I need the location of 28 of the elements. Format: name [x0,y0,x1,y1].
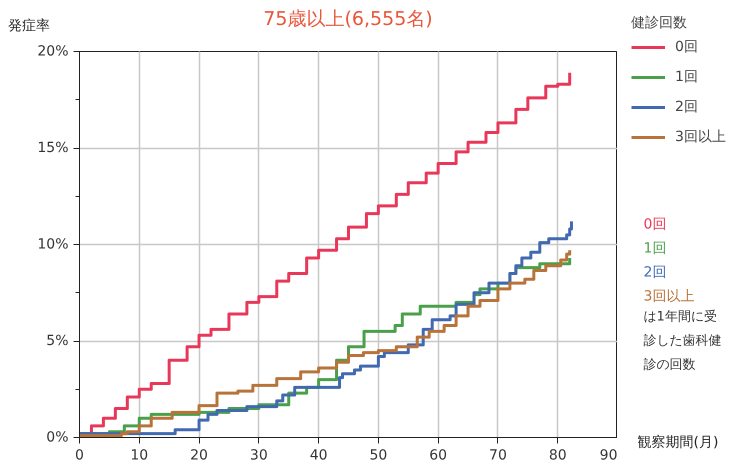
x-tick-label: 70 [489,448,507,464]
x-tick-label: 40 [310,448,328,464]
x-tick-label: 60 [429,448,448,464]
x-axis-title: 観察期間(月) [638,434,718,450]
y-tick-label: 20% [37,44,69,60]
legend-label: 2回 [675,98,698,116]
text: 1回 [644,240,666,256]
y-tick-label: 5% [46,333,69,349]
text: は1年間に受診した歯科健診の回数 [644,310,722,372]
x-tick-label: 50 [369,448,388,464]
x-tick-label: 90 [600,448,618,464]
x-tick-label: 0 [75,448,84,464]
legend-title: 健診回数 [631,14,688,32]
legend-label: 0回 [675,38,698,56]
legend-label: 3回以上 [675,128,726,146]
y-axis-title: 発症率 [8,17,50,36]
x-tick-label: 10 [130,448,148,464]
chart-title: 75歳以上(6,555名) [262,7,434,32]
y-tick-label: 0% [46,430,69,446]
text: 3回以上 [644,288,694,304]
x-tick-label: 20 [190,448,208,464]
x-tick-label: 80 [548,448,567,464]
x-tick-label: 30 [250,448,268,464]
text: 0回 [644,216,666,232]
y-tick-label: 15% [37,140,69,156]
text: 2回 [644,264,666,280]
y-tick-label: 10% [37,236,69,252]
legend-label: 1回 [675,68,698,86]
